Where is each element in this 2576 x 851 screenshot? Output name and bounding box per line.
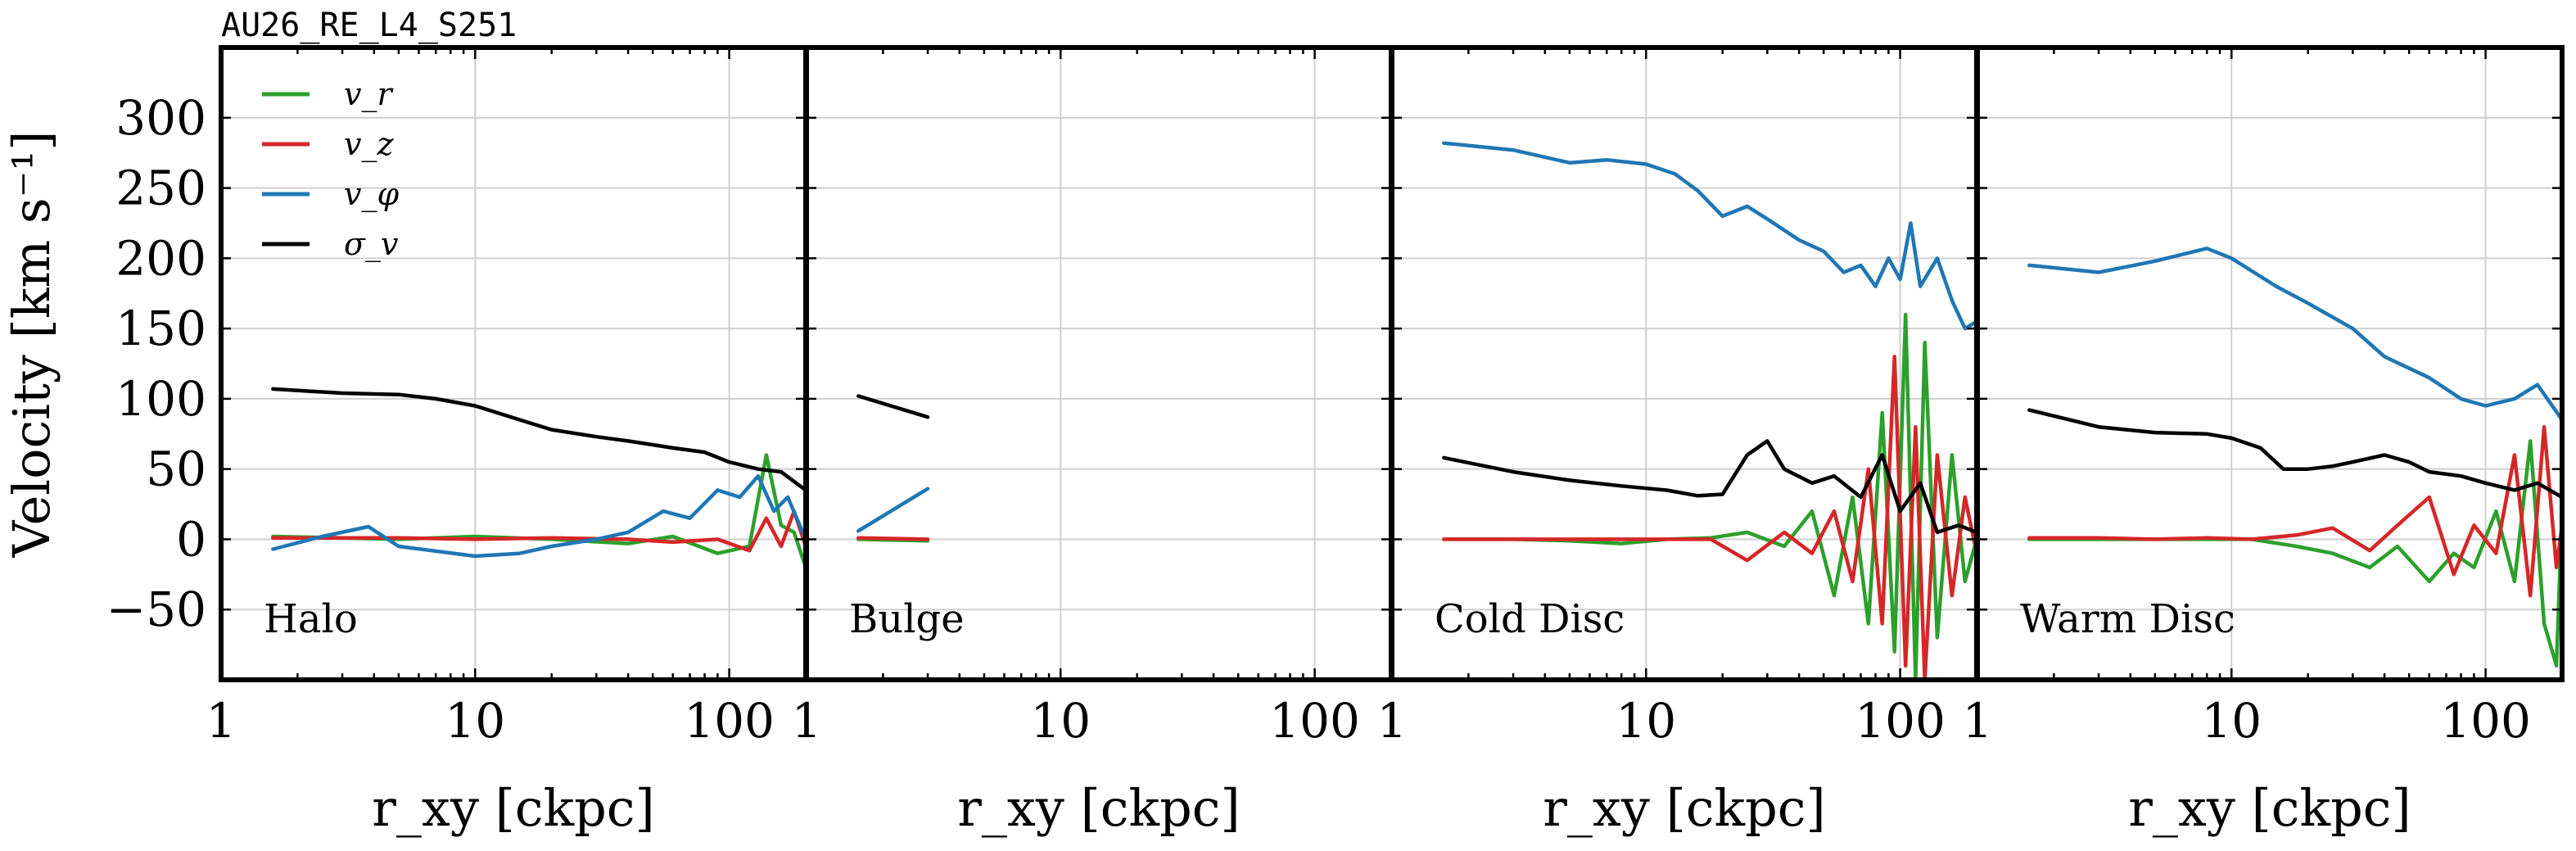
panel-label: Warm Disc bbox=[2020, 596, 2235, 642]
series-group bbox=[1442, 141, 1977, 680]
series-group bbox=[271, 387, 806, 570]
series-line bbox=[2027, 247, 2562, 422]
legend-label: v_z bbox=[344, 126, 394, 163]
panel-halo: 1 10 100 r_xy [ckpc] Halo −50 0 50 100 150 200 250 3… bbox=[106, 45, 808, 838]
panel-warm-disc: 1 10 100 r_xy [ckpc] Warm Disc bbox=[1963, 45, 2565, 838]
x-axis-label: r_xy [ckpc] bbox=[957, 778, 1240, 838]
legend-label: v_r bbox=[344, 76, 394, 113]
series-line bbox=[2027, 424, 2562, 598]
legend-item: σ_v bbox=[262, 226, 399, 263]
y-tick-label: 250 bbox=[115, 161, 206, 216]
legend-label: σ_v bbox=[344, 226, 399, 263]
panel-frame bbox=[1390, 45, 1979, 682]
x-tick-label: 100 bbox=[2440, 693, 2531, 749]
y-tick-label: −50 bbox=[106, 582, 206, 637]
panel-label: Halo bbox=[264, 596, 358, 642]
series-line bbox=[1442, 141, 1977, 331]
x-tick-label: 100 bbox=[684, 693, 775, 749]
x-axis-label: r_xy [ckpc] bbox=[2128, 778, 2411, 838]
series-line bbox=[856, 487, 930, 533]
panel-frame bbox=[1975, 45, 2565, 682]
legend-label: v_φ bbox=[344, 176, 399, 213]
series-line bbox=[271, 509, 806, 553]
series-group bbox=[2027, 247, 2562, 668]
figure-title: AU26_RE_L4_S251 bbox=[221, 7, 517, 44]
x-tick-label: 1 bbox=[792, 693, 822, 749]
series-line bbox=[1442, 439, 1977, 535]
x-tick-label: 100 bbox=[1855, 693, 1946, 749]
legend: v_r v_z v_φ σ_v bbox=[262, 76, 399, 263]
y-tick-label: 0 bbox=[176, 511, 206, 567]
series-line bbox=[856, 536, 930, 541]
series-line bbox=[856, 394, 930, 419]
series-line bbox=[2027, 408, 2562, 500]
x-axis-label: r_xy [ckpc] bbox=[372, 778, 654, 838]
y-axis-label: Velocity [km s⁻¹] bbox=[2, 131, 61, 559]
panel-label: Bulge bbox=[849, 596, 965, 642]
panel-cold-disc: 1 10 100 r_xy [ckpc] Cold Disc bbox=[1377, 45, 1979, 838]
panel-frame bbox=[804, 45, 1394, 682]
y-tick-label: 200 bbox=[115, 230, 206, 286]
panel-bulge: 1 10 100 r_xy [ckpc] Bulge bbox=[792, 45, 1394, 838]
y-tick-label: 150 bbox=[115, 301, 206, 356]
x-tick-label: 10 bbox=[445, 693, 505, 749]
legend-item: v_φ bbox=[262, 176, 399, 213]
x-tick-label: 1 bbox=[1963, 693, 1993, 749]
panels: 1 10 100 r_xy [ckpc] Halo −50 0 50 100 150 200 250 3… bbox=[106, 45, 2565, 838]
x-tick-label: 100 bbox=[1269, 693, 1360, 749]
series-line bbox=[271, 473, 806, 559]
series-line bbox=[1442, 355, 1977, 680]
series-line bbox=[271, 387, 806, 492]
legend-item: v_r bbox=[262, 76, 394, 113]
y-tick-label: 100 bbox=[115, 371, 206, 427]
panel-label: Cold Disc bbox=[1435, 596, 1625, 642]
x-tick-label: 1 bbox=[206, 693, 237, 749]
series-group bbox=[856, 394, 930, 543]
y-tick-label: 300 bbox=[115, 90, 206, 146]
y-tick-label: 50 bbox=[146, 441, 206, 497]
x-tick-label: 10 bbox=[1616, 693, 1676, 749]
x-tick-label: 10 bbox=[1030, 693, 1091, 749]
x-axis-label: r_xy [ckpc] bbox=[1543, 778, 1825, 838]
legend-item: v_z bbox=[262, 126, 394, 163]
x-tick-label: 1 bbox=[1377, 693, 1408, 749]
x-tick-label: 10 bbox=[2201, 693, 2262, 749]
